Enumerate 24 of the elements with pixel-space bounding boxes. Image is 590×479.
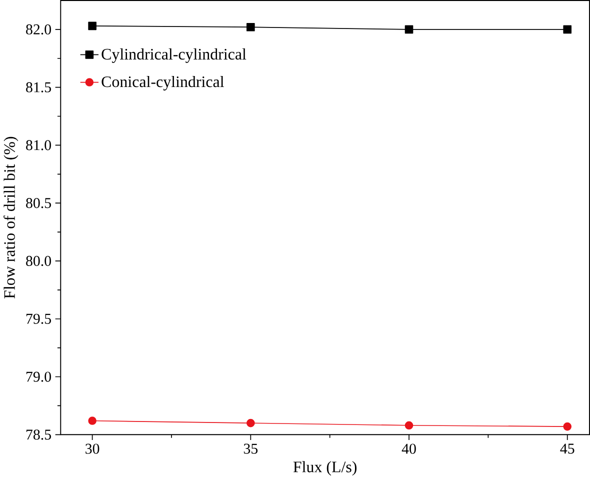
legend-label: Conical-cylindrical [102,76,224,90]
y-tick-label: 79.5 [26,314,51,324]
point [563,422,572,431]
y-tick-label: 80.0 [26,256,51,266]
x-tick-label: 30 [86,444,100,454]
point [246,22,255,32]
point [563,25,572,34]
point [88,416,96,425]
point [404,25,414,34]
legend-label: Cylindrical-cylindrical [102,48,246,63]
x-axis-title: Flux (L/s) [293,461,357,476]
point [246,418,255,428]
x-tick-label: 40 [402,444,416,454]
y-tick-label: 81.5 [26,82,51,92]
y-tick-label: 81.0 [26,140,51,150]
y-tick-label: 80.5 [26,198,51,208]
y-tick-label: 79.0 [26,372,51,382]
point [88,22,96,30]
point [404,421,414,430]
x-tick-label: 35 [244,444,258,454]
y-tick-label: 78.5 [26,430,51,440]
x-tick-label: 45 [560,444,574,454]
y-tick-label: 82.0 [26,24,51,34]
y-axis-title: Flow ratio of drill bit (%) [4,136,18,298]
